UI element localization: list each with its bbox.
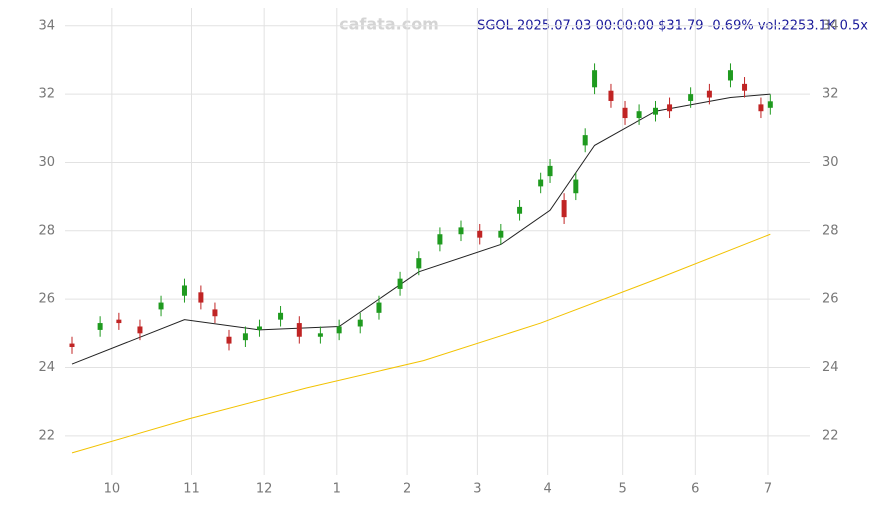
candle-body (561, 200, 567, 218)
y-tick-label-right: 34 (822, 18, 839, 33)
indicator-line (71, 93, 771, 365)
candle-body (212, 309, 218, 317)
x-tick-label: 1 (333, 482, 341, 497)
candle-body (758, 104, 764, 112)
candle-body (458, 227, 464, 235)
candle-body (137, 326, 143, 334)
y-tick-label: 32 (38, 87, 55, 102)
candle-body (706, 90, 712, 98)
candle-body (573, 179, 579, 194)
y-tick-label: 26 (38, 292, 55, 307)
candle-body (256, 326, 262, 330)
x-tick-label: 4 (544, 482, 552, 497)
candle-body (582, 135, 588, 146)
x-tick-label: 7 (764, 482, 772, 497)
candle-body (97, 323, 103, 330)
x-tick-label: 6 (691, 482, 699, 497)
x-tick-label: 3 (473, 482, 481, 497)
candle-body (742, 83, 748, 91)
x-tick-label: 10 (104, 482, 121, 497)
y-tick-label: 28 (38, 223, 55, 238)
candle-body (592, 70, 598, 88)
x-tick-label: 12 (256, 482, 273, 497)
candle-body (547, 165, 553, 177)
x-tick-label: 5 (619, 482, 627, 497)
y-tick-label-right: 26 (822, 292, 839, 307)
candle-body (226, 336, 232, 344)
candle-body (437, 234, 443, 245)
y-tick-label-right: 22 (822, 428, 839, 443)
indicator-line (71, 233, 771, 454)
y-tick-label: 24 (38, 360, 55, 375)
candle-body (538, 179, 544, 187)
candle-body (767, 101, 773, 108)
candle-body (242, 333, 248, 341)
x-tick-label: 11 (183, 482, 200, 497)
candle-body (198, 292, 204, 303)
y-tick-label: 34 (38, 18, 55, 33)
y-tick-label-right: 24 (822, 360, 839, 375)
candle-body (357, 319, 363, 327)
candle-body (317, 333, 323, 337)
candle-body (336, 326, 342, 334)
candle-body (667, 104, 673, 112)
candle-body (727, 70, 733, 81)
candle-body (636, 111, 642, 119)
y-tick-label-right: 28 (822, 223, 839, 238)
candle-body (116, 319, 122, 324)
candle-body (278, 312, 284, 320)
candle-body (69, 343, 75, 347)
watermark: cafata.com (339, 15, 439, 34)
candle-body (517, 206, 523, 214)
y-tick-label: 30 (38, 155, 55, 170)
y-tick-label-right: 32 (822, 87, 839, 102)
candle-body (158, 302, 164, 310)
y-tick-label: 22 (38, 428, 55, 443)
candle-body (477, 230, 483, 238)
candle-body (181, 285, 187, 296)
candle-body (652, 107, 658, 115)
candle-body (498, 230, 504, 238)
x-tick-label: 2 (403, 482, 411, 497)
candle-body (608, 90, 614, 101)
candle-body (688, 94, 694, 101)
y-tick-label-right: 30 (822, 155, 839, 170)
candle-body (376, 302, 382, 313)
candle-body (416, 258, 422, 269)
candle-body (622, 107, 628, 119)
candle-body (397, 278, 403, 289)
candle-body (296, 323, 302, 337)
